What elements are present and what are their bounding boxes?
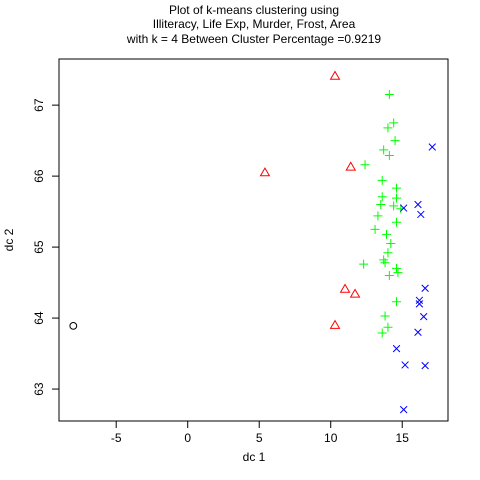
- data-point: [69, 321, 78, 330]
- x-tick-label: 15: [396, 431, 410, 445]
- data-point: [386, 239, 396, 249]
- data-point: [377, 192, 387, 202]
- data-point: [399, 204, 408, 212]
- chart-title-line-1: Plot of k-means clustering using: [169, 3, 339, 17]
- chart-title-line-3: with k = 4 Between Cluster Percentage =0…: [126, 32, 381, 46]
- data-point: [384, 89, 394, 99]
- data-point: [383, 123, 393, 133]
- data-point: [329, 70, 341, 80]
- y-tick-label: 65: [32, 240, 46, 254]
- data-point: [384, 151, 394, 161]
- data-point: [389, 118, 399, 128]
- data-point: [392, 193, 402, 203]
- y-axis: 63 64 65 66 67: [32, 98, 60, 396]
- data-point: [419, 312, 428, 321]
- data-point: [377, 175, 387, 185]
- data-point: [421, 284, 429, 292]
- y-tick-label: 63: [32, 382, 46, 396]
- data-point: [380, 311, 390, 321]
- chart-title-line-2: Illiteracy, Life Exp, Murder, Frost, Are…: [153, 17, 356, 31]
- x-axis-label: dc 1: [243, 450, 266, 464]
- cluster-1-points: [69, 321, 78, 330]
- data-point: [370, 224, 380, 234]
- data-point: [383, 322, 393, 332]
- data-point: [389, 201, 399, 211]
- y-axis-label: dc 2: [2, 228, 16, 251]
- data-point: [393, 268, 403, 278]
- data-point: [382, 229, 392, 239]
- data-point: [392, 183, 402, 193]
- x-tick-label: 10: [324, 431, 338, 445]
- data-point: [359, 259, 369, 269]
- data-point: [373, 211, 383, 221]
- y-tick-label: 66: [32, 169, 46, 183]
- data-point: [421, 361, 429, 370]
- data-point: [259, 167, 271, 177]
- x-tick-label: -5: [111, 431, 122, 445]
- cluster-4-points: [392, 143, 436, 414]
- data-point: [379, 145, 389, 155]
- data-point: [383, 248, 393, 258]
- data-point: [399, 405, 408, 414]
- data-point: [377, 328, 387, 338]
- data-point: [360, 160, 370, 170]
- data-point: [392, 263, 402, 273]
- data-point: [392, 217, 402, 227]
- y-tick-label: 67: [32, 98, 46, 112]
- data-point: [376, 200, 386, 210]
- data-point: [414, 200, 422, 209]
- data-point: [401, 361, 409, 369]
- data-point: [428, 143, 436, 151]
- x-axis: -5 0 5 10 15: [111, 420, 410, 445]
- data-point: [390, 136, 400, 146]
- cluster-2-points: [259, 70, 361, 329]
- data-point: [380, 258, 390, 268]
- x-tick-label: 5: [256, 431, 263, 445]
- data-point: [345, 161, 357, 171]
- data-point: [339, 283, 351, 293]
- data-point: [392, 297, 402, 307]
- data-point: [415, 300, 424, 308]
- data-point: [417, 210, 425, 219]
- data-point: [415, 296, 424, 305]
- data-point: [329, 319, 341, 329]
- x-tick-label: 0: [184, 431, 191, 445]
- data-point: [392, 344, 401, 353]
- data-points: [69, 70, 436, 414]
- data-point: [349, 288, 361, 298]
- data-point: [414, 328, 422, 337]
- data-point: [384, 270, 394, 280]
- y-tick-label: 64: [32, 311, 46, 325]
